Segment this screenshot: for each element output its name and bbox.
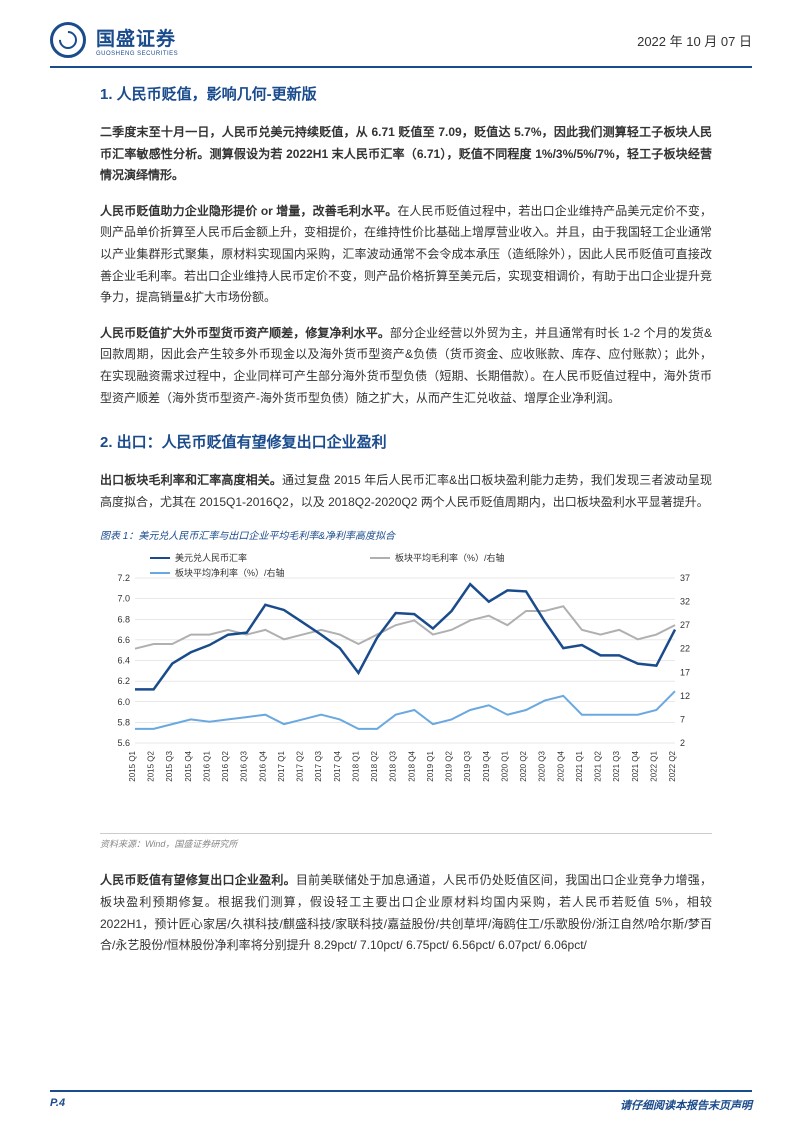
svg-text:2015 Q2: 2015 Q2 <box>147 751 156 782</box>
section1-p2-lead: 人民币贬值助力企业隐形提价 or 增量，改善毛利水平。 <box>100 204 397 218</box>
page-header: 国盛证券 GUOSHENG SECURITIES 2022 年 10 月 07 … <box>0 0 802 66</box>
svg-text:2019 Q1: 2019 Q1 <box>426 751 435 782</box>
svg-text:2022 Q2: 2022 Q2 <box>668 751 677 782</box>
svg-text:2016 Q1: 2016 Q1 <box>202 751 211 782</box>
page-number: P.4 <box>50 1097 65 1113</box>
section1-p3-lead: 人民币贬值扩大外币型货币资产顺差，修复净利水平。 <box>100 326 390 340</box>
svg-text:2018 Q2: 2018 Q2 <box>370 751 379 782</box>
svg-text:2020 Q2: 2020 Q2 <box>519 751 528 782</box>
svg-text:2021 Q2: 2021 Q2 <box>594 751 603 782</box>
svg-text:美元兑人民币汇率: 美元兑人民币汇率 <box>175 552 247 563</box>
section1-p3: 人民币贬值扩大外币型货币资产顺差，修复净利水平。部分企业经营以外贸为主，并且通常… <box>100 323 712 409</box>
svg-text:7.0: 7.0 <box>117 594 130 604</box>
section2-p1: 出口板块毛利率和汇率高度相关。通过复盘 2015 年后人民币汇率&出口板块盈利能… <box>100 470 712 513</box>
svg-text:2021 Q1: 2021 Q1 <box>575 751 584 782</box>
svg-text:2016 Q4: 2016 Q4 <box>258 751 267 782</box>
svg-text:板块平均净利率（%）/右轴: 板块平均净利率（%）/右轴 <box>175 567 285 578</box>
svg-text:6.2: 6.2 <box>117 676 130 686</box>
svg-text:2022 Q1: 2022 Q1 <box>649 751 658 782</box>
svg-text:2018 Q3: 2018 Q3 <box>389 751 398 782</box>
svg-text:6.4: 6.4 <box>117 656 130 666</box>
svg-text:2015 Q3: 2015 Q3 <box>165 751 174 782</box>
svg-text:2017 Q4: 2017 Q4 <box>333 751 342 782</box>
page-footer: P.4 请仔细阅读本报告末页声明 <box>0 1090 802 1113</box>
svg-text:2015 Q4: 2015 Q4 <box>184 751 193 782</box>
svg-text:7.2: 7.2 <box>117 573 130 583</box>
report-date: 2022 年 10 月 07 日 <box>637 31 752 50</box>
svg-text:2020 Q4: 2020 Q4 <box>556 751 565 782</box>
section1-p2: 人民币贬值助力企业隐形提价 or 增量，改善毛利水平。在人民币贬值过程中，若出口… <box>100 201 712 309</box>
svg-text:5.8: 5.8 <box>117 718 130 728</box>
footer-text: 请仔细阅读本报告末页声明 <box>620 1097 752 1113</box>
logo-area: 国盛证券 GUOSHENG SECURITIES <box>50 22 178 58</box>
section1-title: 1. 人民币贬值，影响几何-更新版 <box>100 83 712 104</box>
svg-text:2017 Q3: 2017 Q3 <box>314 751 323 782</box>
chart-svg: 美元兑人民币汇率 板块平均毛利率（%）/右轴板块平均净利率（%）/右轴 5.6 5.8… <box>100 548 710 798</box>
svg-text:2017 Q1: 2017 Q1 <box>277 751 286 782</box>
section2-title: 2. 出口：人民币贬值有望修复出口企业盈利 <box>100 431 712 452</box>
svg-text:32: 32 <box>680 597 690 607</box>
chart-container: 美元兑人民币汇率 板块平均毛利率（%）/右轴板块平均净利率（%）/右轴 5.6 5.8… <box>100 548 712 798</box>
svg-text:17: 17 <box>680 668 690 678</box>
svg-text:2016 Q2: 2016 Q2 <box>221 751 230 782</box>
svg-text:6.8: 6.8 <box>117 615 130 625</box>
svg-text:2018 Q1: 2018 Q1 <box>351 751 360 782</box>
svg-text:7: 7 <box>680 715 685 725</box>
svg-text:37: 37 <box>680 573 690 583</box>
svg-text:2020 Q1: 2020 Q1 <box>500 751 509 782</box>
svg-text:2019 Q3: 2019 Q3 <box>463 751 472 782</box>
svg-text:22: 22 <box>680 644 690 654</box>
svg-text:2016 Q3: 2016 Q3 <box>240 751 249 782</box>
section3-p1: 人民币贬值有望修复出口企业盈利。目前美联储处于加息通道，人民币仍处贬值区间，我国… <box>100 870 712 956</box>
svg-text:2018 Q4: 2018 Q4 <box>407 751 416 782</box>
svg-text:6.6: 6.6 <box>117 635 130 645</box>
svg-text:2015 Q1: 2015 Q1 <box>128 751 137 782</box>
svg-text:12: 12 <box>680 691 690 701</box>
svg-text:2: 2 <box>680 738 685 748</box>
svg-text:2021 Q4: 2021 Q4 <box>631 751 640 782</box>
svg-text:2019 Q4: 2019 Q4 <box>482 751 491 782</box>
svg-text:5.6: 5.6 <box>117 738 130 748</box>
chart-source: 资料来源：Wind，国盛证券研究所 <box>100 833 712 850</box>
company-name: 国盛证券 <box>96 24 178 51</box>
svg-text:2020 Q3: 2020 Q3 <box>538 751 547 782</box>
section1-p2-body: 在人民币贬值过程中，若出口企业维持产品美元定价不变，则产品单价折算至人民币后金额… <box>100 204 712 304</box>
svg-text:27: 27 <box>680 620 690 630</box>
svg-text:板块平均毛利率（%）/右轴: 板块平均毛利率（%）/右轴 <box>395 552 505 563</box>
svg-text:2017 Q2: 2017 Q2 <box>296 751 305 782</box>
section2-p1-lead: 出口板块毛利率和汇率高度相关。 <box>100 473 282 487</box>
company-sub: GUOSHENG SECURITIES <box>96 51 178 57</box>
chart-title: 图表 1：美元兑人民币汇率与出口企业平均毛利率&净利率高度拟合 <box>100 527 712 542</box>
svg-text:6.0: 6.0 <box>117 697 130 707</box>
section3-p1-lead: 人民币贬值有望修复出口企业盈利。 <box>100 873 296 887</box>
content-area: 1. 人民币贬值，影响几何-更新版 二季度末至十月一日，人民币兑美元持续贬值，从… <box>0 68 802 957</box>
section1-p1: 二季度末至十月一日，人民币兑美元持续贬值，从 6.71 贬值至 7.09，贬值达… <box>100 122 712 187</box>
company-logo-icon <box>50 22 86 58</box>
svg-text:2021 Q3: 2021 Q3 <box>612 751 621 782</box>
footer-divider <box>50 1090 752 1092</box>
svg-text:2019 Q2: 2019 Q2 <box>445 751 454 782</box>
